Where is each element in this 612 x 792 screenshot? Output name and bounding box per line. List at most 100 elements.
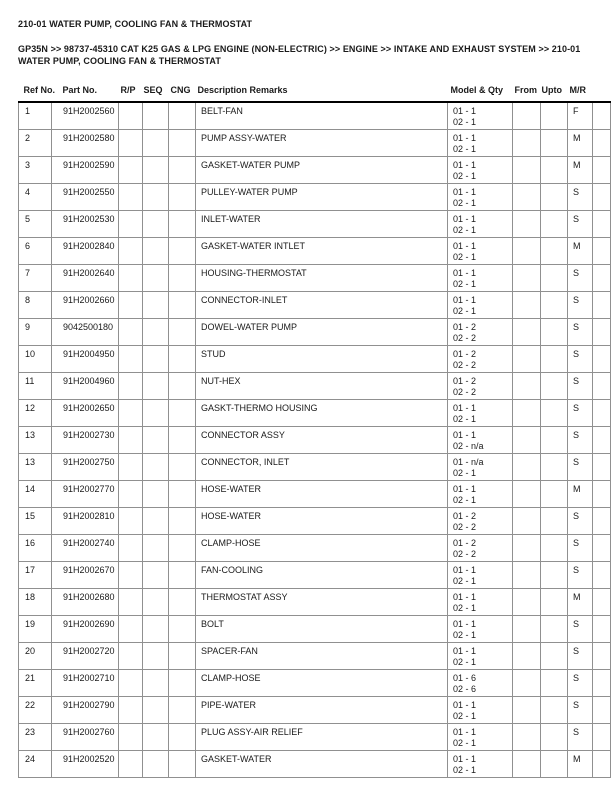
- cell-part-no: 91H2002590: [51, 155, 119, 184]
- cell-description: BOLT: [195, 614, 448, 643]
- cell-rp: [118, 668, 143, 697]
- model-qty-line: 01 - 1: [453, 645, 477, 656]
- model-qty-line: 01 - 1: [453, 564, 477, 575]
- cell-model-qty: 01 - 1 02 - 1: [447, 128, 513, 157]
- cell-rp: [118, 533, 143, 562]
- cell-upto: [540, 101, 568, 130]
- table-row: 12 91H2002650 GASKT-THERMO HOUSING 01 - 1 02…: [18, 398, 611, 427]
- cell-from: [512, 290, 541, 319]
- cell-rp: [118, 101, 143, 130]
- cell-ref-no: 5: [18, 209, 52, 238]
- cell-ref-no: 21: [18, 668, 52, 697]
- cell-from: [512, 101, 541, 130]
- cell-rp: [118, 155, 143, 184]
- cell-upto: [540, 668, 568, 697]
- model-qty-line: 02 - 1: [453, 170, 477, 181]
- cell-seq: [142, 209, 169, 238]
- cell-rp: [118, 560, 143, 589]
- cell-description: BELT-FAN: [195, 101, 448, 130]
- cell-spare: [592, 155, 611, 184]
- cell-seq: [142, 290, 169, 319]
- cell-ref-no: 13: [18, 425, 52, 454]
- model-qty-line: 01 - 1: [453, 618, 477, 629]
- cell-part-no: 91H2002710: [51, 668, 119, 697]
- cell-from: [512, 533, 541, 562]
- model-qty-line: 02 - 1: [453, 305, 477, 316]
- cell-seq: [142, 587, 169, 616]
- cell-cng: [168, 344, 196, 373]
- cell-mr: S: [567, 641, 593, 670]
- cell-from: [512, 695, 541, 724]
- cell-part-no: 91H2002640: [51, 263, 119, 292]
- cell-rp: [118, 722, 143, 751]
- cell-part-no: 91H2002750: [51, 452, 119, 481]
- cell-upto: [540, 479, 568, 508]
- model-qty-line: 02 - 1: [453, 197, 477, 208]
- cell-rp: [118, 344, 143, 373]
- model-qty-line: 01 - 1: [453, 294, 477, 305]
- cell-from: [512, 263, 541, 292]
- cell-mr: M: [567, 749, 593, 778]
- cell-from: [512, 614, 541, 643]
- cell-part-no: 91H2002650: [51, 398, 119, 427]
- cell-rp: [118, 614, 143, 643]
- cell-mr: F: [567, 101, 593, 130]
- cell-spare: [592, 641, 611, 670]
- cell-seq: [142, 398, 169, 427]
- cell-cng: [168, 425, 196, 454]
- cell-spare: [592, 614, 611, 643]
- cell-ref-no: 22: [18, 695, 52, 724]
- cell-model-qty: 01 - 1 02 - 1: [447, 479, 513, 508]
- cell-upto: [540, 749, 568, 778]
- cell-from: [512, 749, 541, 778]
- cell-ref-no: 2: [18, 128, 52, 157]
- cell-part-no: 91H2002660: [51, 290, 119, 319]
- cell-description: FAN-COOLING: [195, 560, 448, 589]
- model-qty-line: 01 - 2: [453, 537, 477, 548]
- cell-mr: S: [567, 398, 593, 427]
- cell-spare: [592, 344, 611, 373]
- model-qty-line: 01 - 1: [453, 699, 477, 710]
- cell-seq: [142, 128, 169, 157]
- cell-upto: [540, 128, 568, 157]
- breadcrumb-line-2: WATER PUMP, COOLING FAN & THERMOSTAT: [18, 56, 221, 66]
- cell-upto: [540, 614, 568, 643]
- model-qty-line: 01 - 1: [453, 429, 477, 440]
- cell-ref-no: 23: [18, 722, 52, 751]
- cell-spare: [592, 290, 611, 319]
- cell-cng: [168, 479, 196, 508]
- cell-ref-no: 1: [18, 101, 52, 130]
- cell-seq: [142, 668, 169, 697]
- model-qty-line: 02 - 2: [453, 359, 477, 370]
- cell-description: GASKET-WATER PUMP: [195, 155, 448, 184]
- cell-cng: [168, 155, 196, 184]
- cell-ref-no: 3: [18, 155, 52, 184]
- model-qty-line: 01 - 6: [453, 672, 477, 683]
- cell-rp: [118, 128, 143, 157]
- cell-model-qty: 01 - 1 02 - 1: [447, 587, 513, 616]
- cell-mr: S: [567, 506, 593, 535]
- model-qty-line: 02 - 2: [453, 548, 477, 559]
- model-qty-line: 01 - 1: [453, 753, 477, 764]
- cell-model-qty: 01 - 1 02 - 1: [447, 101, 513, 130]
- cell-description: INLET-WATER: [195, 209, 448, 238]
- cell-from: [512, 128, 541, 157]
- cell-upto: [540, 155, 568, 184]
- col-header-cng: CNG: [168, 80, 196, 103]
- cell-rp: [118, 182, 143, 211]
- cell-description: HOUSING-THERMOSTAT: [195, 263, 448, 292]
- model-qty-line: 02 - 1: [453, 629, 477, 640]
- model-qty-line: 02 - 1: [453, 710, 477, 721]
- col-header-model-qty: Model & Qty: [447, 80, 513, 103]
- cell-from: [512, 452, 541, 481]
- col-header-description: Description Remarks: [195, 80, 448, 103]
